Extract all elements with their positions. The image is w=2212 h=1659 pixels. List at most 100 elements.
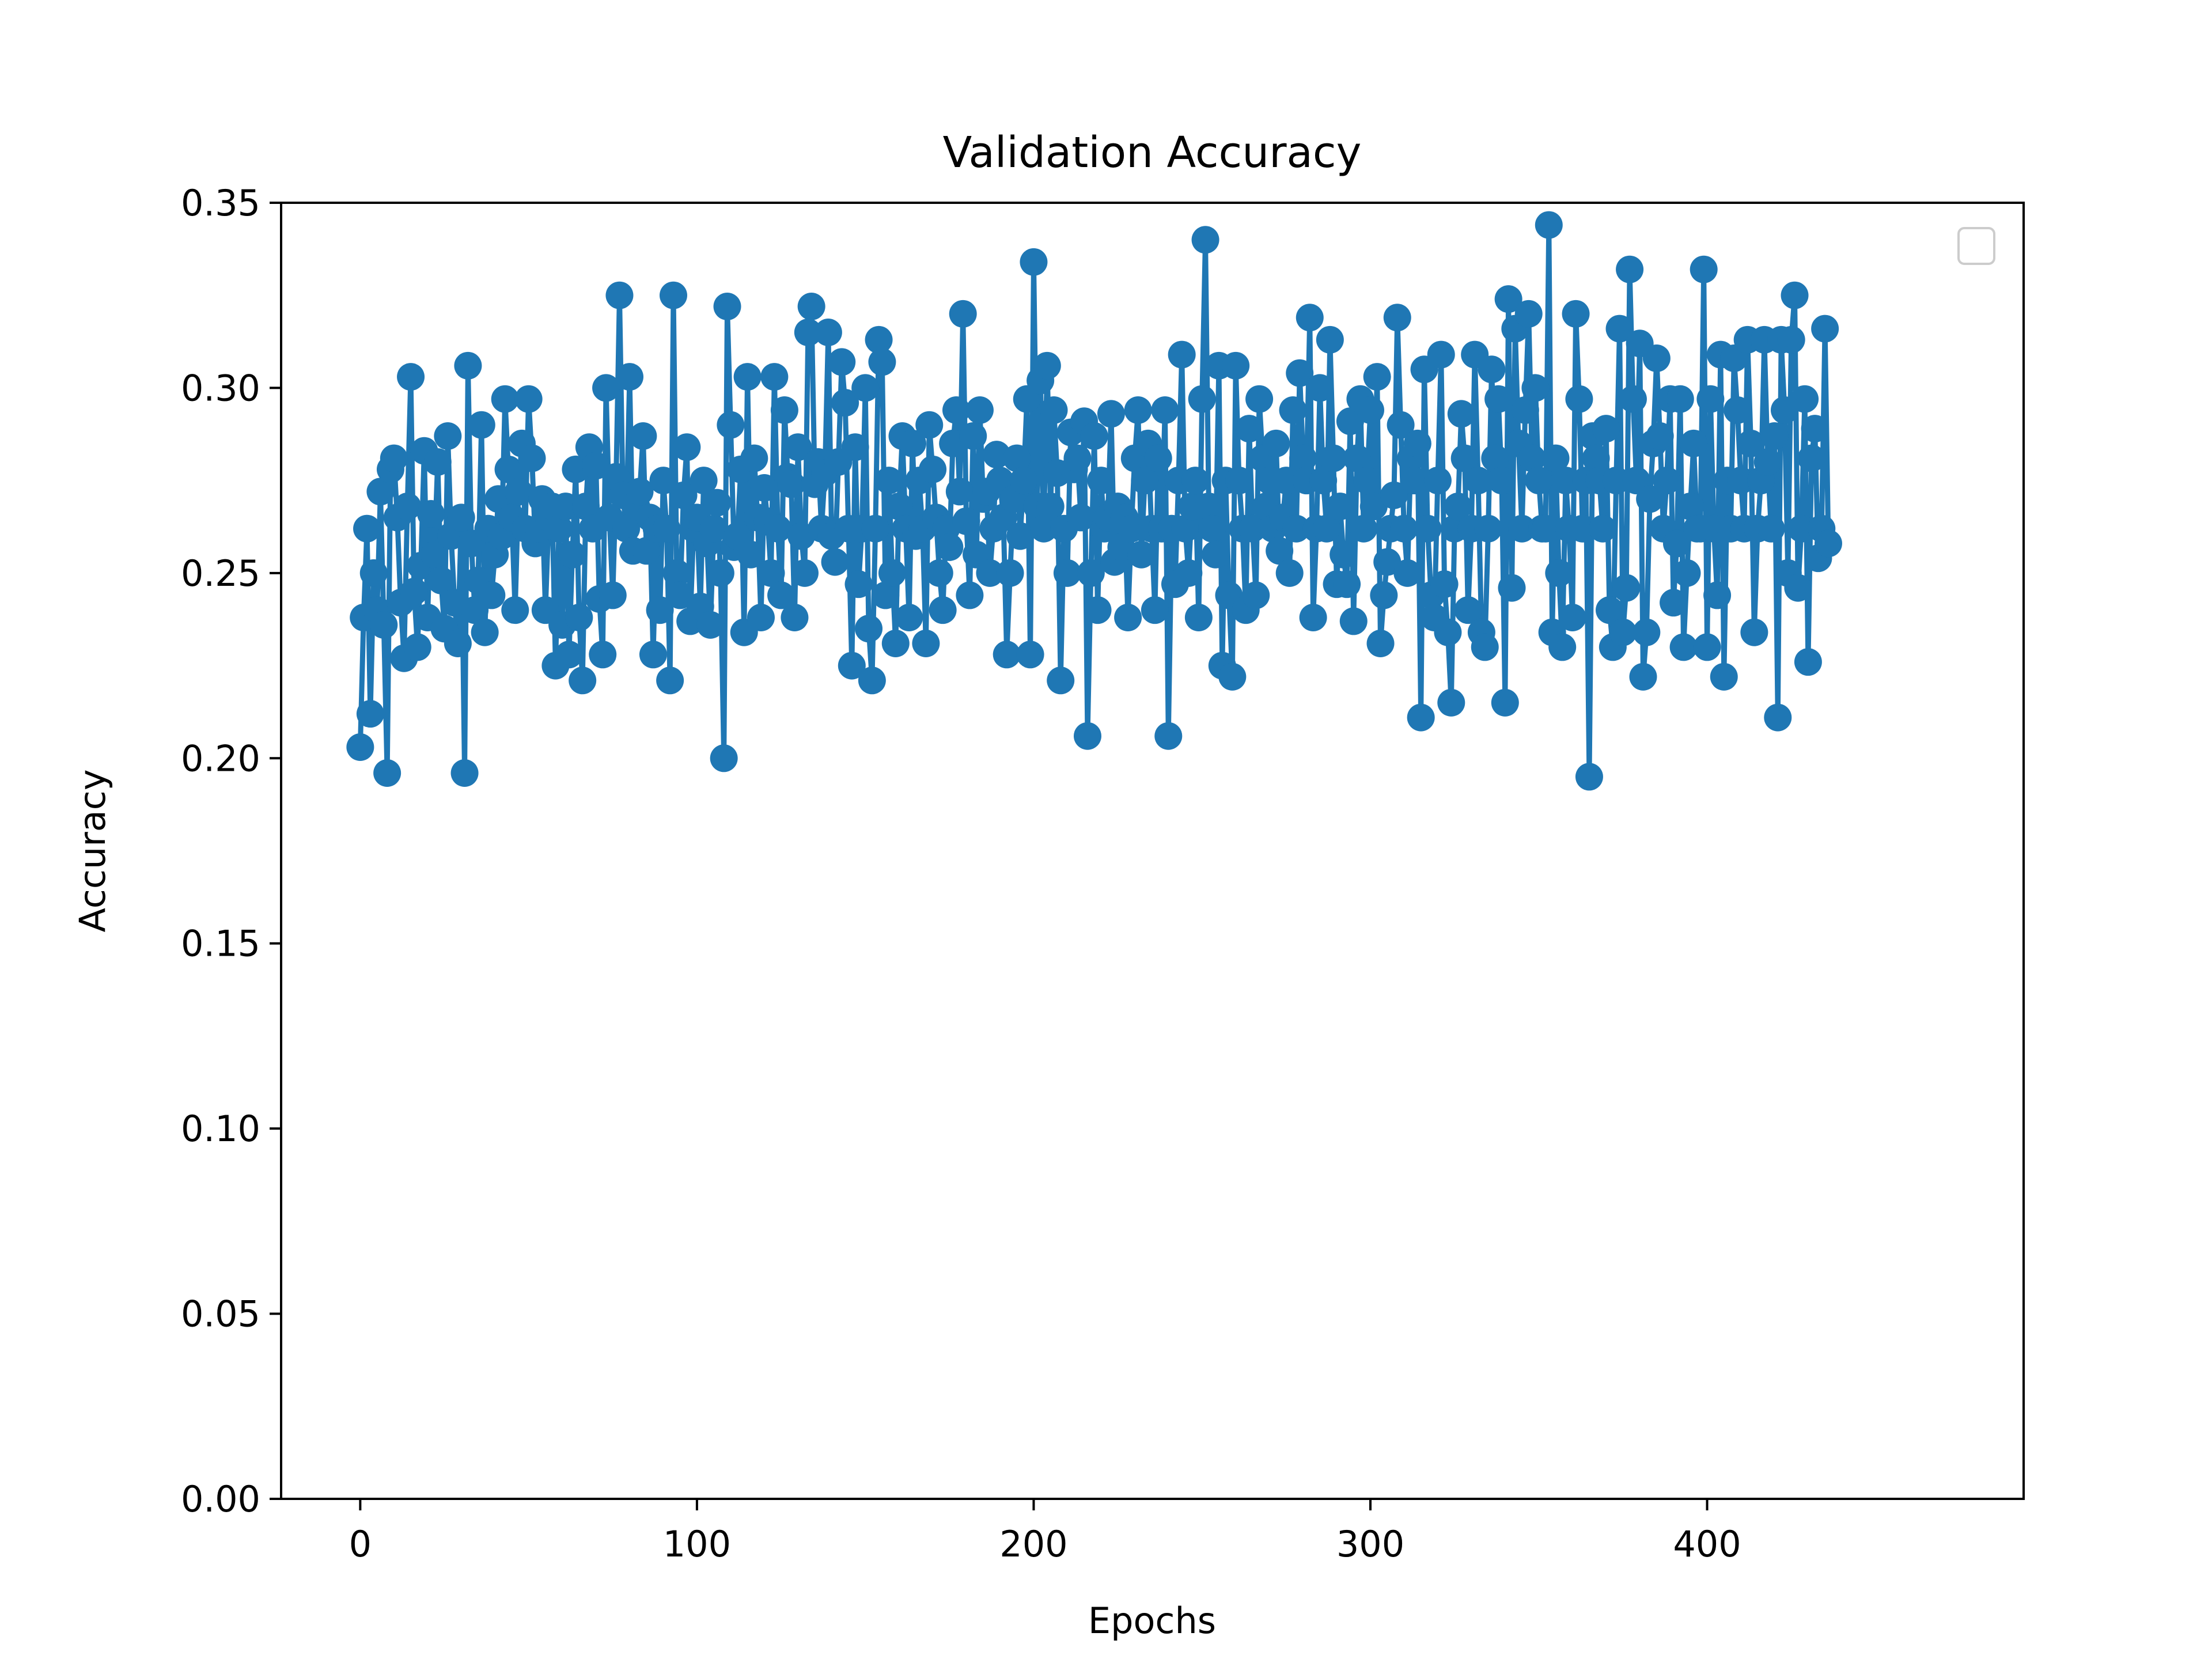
data-point xyxy=(1370,581,1398,609)
data-point xyxy=(555,641,583,669)
data-point xyxy=(1508,514,1536,543)
data-point xyxy=(467,411,495,439)
data-point xyxy=(1333,570,1361,599)
data-point xyxy=(1033,351,1061,380)
data-point xyxy=(1373,548,1402,576)
data-point xyxy=(1366,630,1395,657)
data-point xyxy=(1811,315,1839,343)
data-point xyxy=(1117,514,1145,543)
data-point xyxy=(1275,559,1304,587)
data-point xyxy=(373,759,402,787)
data-point xyxy=(1316,325,1344,354)
data-point xyxy=(1266,537,1294,565)
data-point xyxy=(841,433,869,461)
data-point xyxy=(1669,633,1698,661)
data-point xyxy=(612,514,641,543)
y-tick-label: 0.10 xyxy=(181,1108,260,1150)
data-point xyxy=(1487,467,1516,495)
data-point xyxy=(592,374,620,402)
data-point xyxy=(359,559,388,587)
data-point xyxy=(1403,429,1431,457)
data-point xyxy=(861,514,889,543)
data-point xyxy=(653,514,681,543)
data-point xyxy=(1784,574,1812,602)
data-point xyxy=(1202,540,1230,569)
y-axis-label: Accuracy xyxy=(71,769,113,932)
data-point xyxy=(1724,396,1752,424)
data-point xyxy=(626,478,654,506)
data-point xyxy=(1511,396,1539,424)
data-point xyxy=(569,666,597,695)
data-point xyxy=(1181,467,1210,495)
data-point xyxy=(1029,514,1058,543)
data-point xyxy=(356,700,384,728)
data-point xyxy=(1225,467,1253,495)
data-point xyxy=(1077,559,1105,587)
plot-frame xyxy=(280,202,2025,1500)
data-point xyxy=(952,507,980,535)
data-point xyxy=(1390,514,1418,543)
data-point xyxy=(1380,481,1408,509)
data-point xyxy=(1646,422,1674,450)
data-point xyxy=(1306,374,1334,402)
data-point xyxy=(501,596,529,624)
data-point xyxy=(784,433,812,461)
data-point xyxy=(1131,467,1159,495)
data-point xyxy=(639,641,667,669)
data-point xyxy=(1521,374,1550,402)
data-point xyxy=(1073,722,1101,750)
data-point xyxy=(1084,596,1112,624)
data-point xyxy=(444,630,472,657)
y-tick-label: 0.30 xyxy=(181,367,260,409)
data-point xyxy=(1814,529,1842,558)
data-point xyxy=(1198,514,1226,543)
data-point xyxy=(1612,574,1641,602)
data-point xyxy=(1653,467,1681,495)
data-point xyxy=(1319,444,1347,472)
data-point xyxy=(1009,467,1037,495)
data-point xyxy=(690,467,718,495)
x-tick-label: 100 xyxy=(663,1523,731,1565)
data-point xyxy=(1801,415,1829,443)
data-point xyxy=(1154,722,1183,750)
data-point xyxy=(1047,666,1075,695)
data-point xyxy=(790,559,819,587)
data-point xyxy=(844,570,873,599)
data-point xyxy=(915,411,944,439)
data-point xyxy=(959,422,987,450)
data-point xyxy=(447,503,475,532)
data-point xyxy=(1286,359,1314,387)
data-point xyxy=(1481,444,1509,472)
data-point xyxy=(996,559,1024,587)
data-point xyxy=(1602,467,1630,495)
data-point xyxy=(1757,514,1785,543)
x-tick-label: 200 xyxy=(999,1523,1067,1565)
data-point xyxy=(423,448,452,476)
data-point xyxy=(1797,444,1825,472)
data-point xyxy=(949,300,977,328)
data-point xyxy=(1558,604,1586,631)
data-point xyxy=(747,604,775,631)
data-point xyxy=(794,319,822,346)
data-point xyxy=(1676,493,1705,521)
data-point xyxy=(956,581,984,609)
y-tick-label: 0.20 xyxy=(181,737,260,779)
data-point xyxy=(1437,688,1465,717)
data-point xyxy=(1356,396,1384,424)
data-point xyxy=(1703,581,1732,609)
data-point xyxy=(1222,351,1250,380)
data-point xyxy=(1016,641,1044,669)
data-point xyxy=(1484,385,1513,413)
x-tick-label: 300 xyxy=(1336,1523,1404,1565)
data-point xyxy=(582,452,610,480)
data-point xyxy=(1660,589,1688,617)
data-point xyxy=(1753,448,1782,476)
data-point xyxy=(1309,467,1338,495)
data-point xyxy=(659,281,687,309)
data-point xyxy=(403,633,431,661)
data-point xyxy=(993,641,1021,669)
data-point xyxy=(1740,618,1768,646)
data-point xyxy=(599,581,627,609)
data-point xyxy=(1450,444,1479,472)
data-point xyxy=(1141,596,1169,624)
